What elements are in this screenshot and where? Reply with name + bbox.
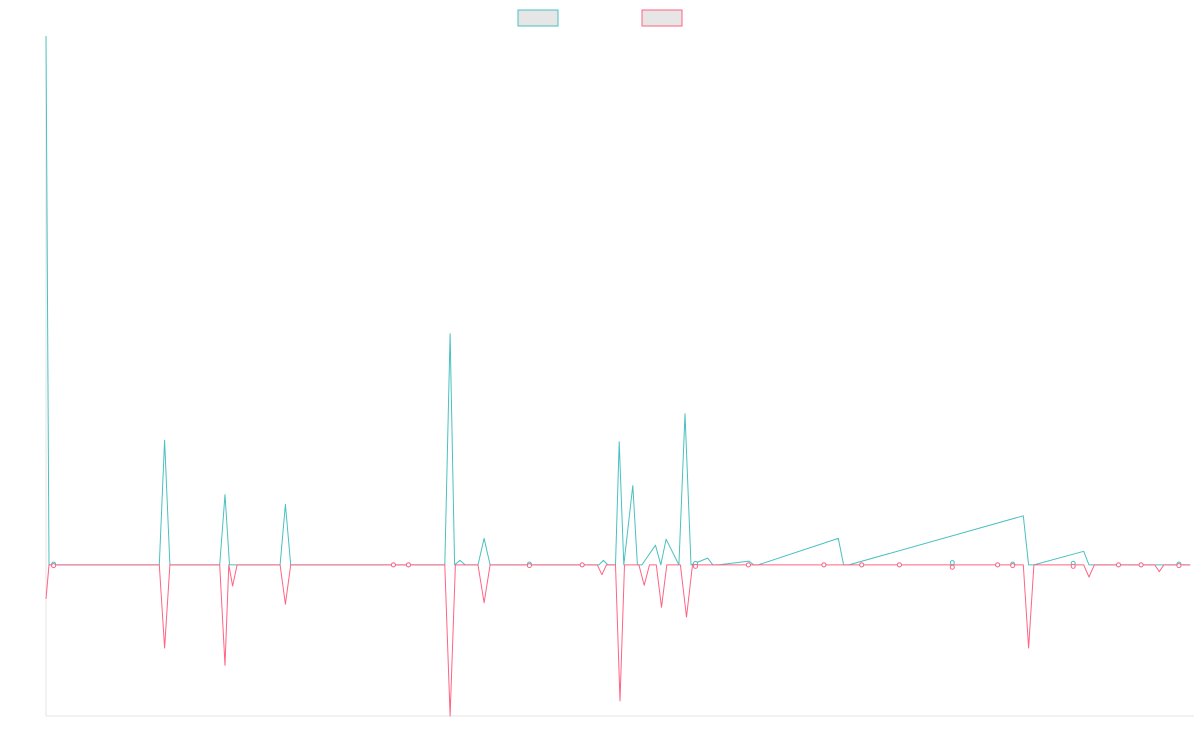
series-2-point[interactable]	[821, 562, 827, 568]
series-2-point[interactable]	[995, 562, 1001, 568]
series-2-point[interactable]	[693, 563, 698, 569]
series-2-point[interactable]	[51, 563, 57, 569]
series-2-point[interactable]	[1116, 562, 1121, 568]
series-2-point[interactable]	[390, 562, 396, 568]
series-2-point[interactable]	[1070, 563, 1076, 569]
series-2-point[interactable]	[1176, 563, 1182, 569]
series-line-2	[45, 564, 1191, 717]
legend	[517, 9, 683, 27]
legend-swatch-2[interactable]	[641, 9, 683, 27]
series-2-point[interactable]	[745, 562, 751, 568]
series-2-point[interactable]	[949, 564, 955, 570]
legend-swatch-1[interactable]	[517, 9, 559, 27]
series-2-point[interactable]	[579, 562, 585, 568]
series-2-point[interactable]	[1010, 563, 1016, 569]
series-line-1	[45, 35, 1191, 566]
series-2-point[interactable]	[859, 562, 865, 568]
axes	[45, 36, 1194, 717]
series-group	[45, 35, 1191, 717]
series-2-point[interactable]	[526, 563, 532, 569]
series-2-point[interactable]	[896, 562, 902, 568]
series-2-point[interactable]	[406, 562, 411, 568]
series-2-point[interactable]	[1138, 562, 1144, 568]
series-1-point[interactable]	[949, 560, 955, 566]
